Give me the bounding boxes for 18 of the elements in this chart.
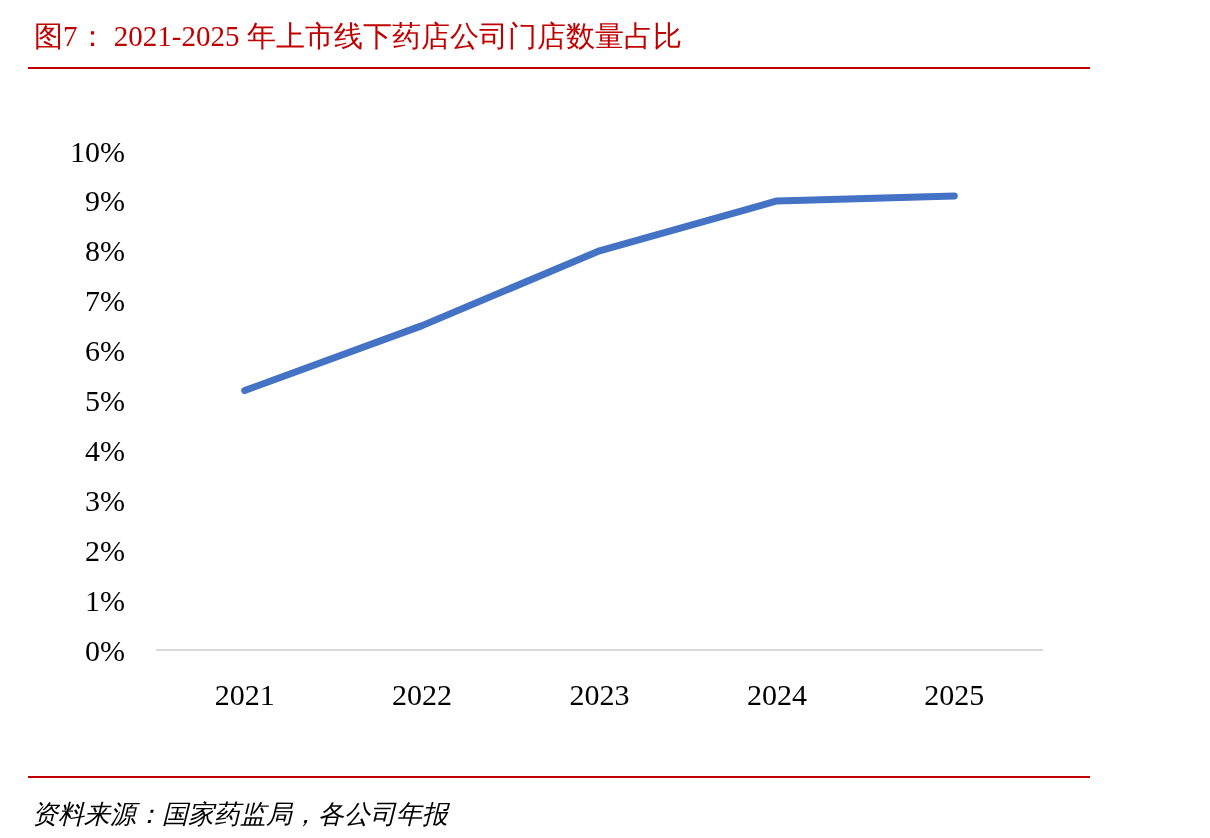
y-tick-label: 7% — [85, 284, 125, 318]
y-tick-label: 4% — [85, 433, 125, 467]
x-tick-label: 2022 — [392, 678, 453, 711]
y-tick-label: 10% — [70, 134, 125, 168]
x-tick-label: 2024 — [746, 678, 807, 711]
y-tick-label: 6% — [85, 334, 125, 368]
x-tick-label: 2021 — [214, 678, 275, 711]
x-tick-label: 2023 — [569, 678, 630, 711]
x-tick-label: 2025 — [924, 678, 985, 711]
chart-title: 图7： 2021-2025 年上市线下药店公司门店数量占比 — [34, 20, 682, 52]
y-tick-label: 9% — [85, 184, 125, 218]
y-tick-label: 3% — [85, 483, 125, 517]
y-tick-label: 0% — [85, 633, 125, 667]
y-tick-label: 2% — [85, 533, 125, 567]
y-tick-label: 5% — [85, 384, 125, 417]
y-tick-label: 8% — [85, 234, 125, 268]
y-tick-label: 1% — [85, 583, 125, 617]
text: 资料来源：国家药监局，各公司年报 — [32, 800, 451, 829]
